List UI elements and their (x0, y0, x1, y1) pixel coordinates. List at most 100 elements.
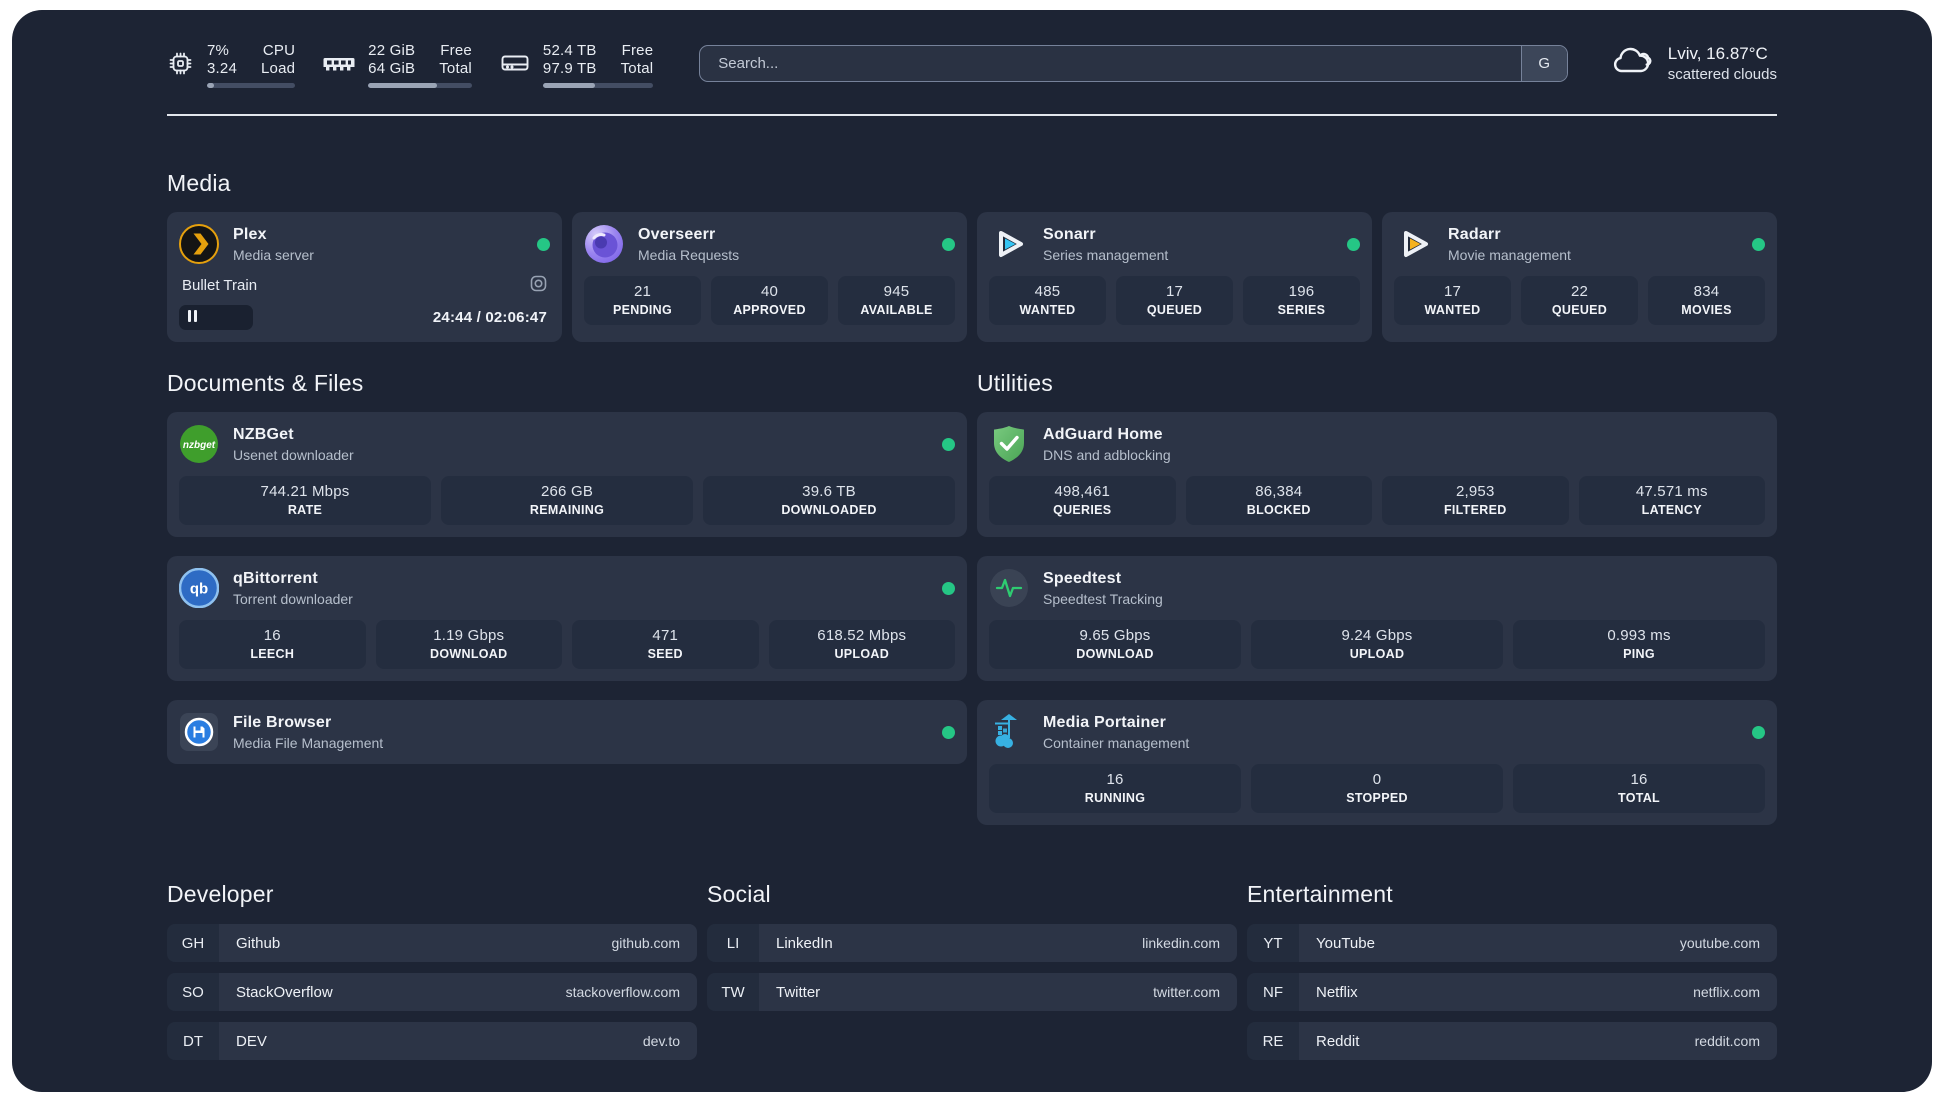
stat-stopped: 0 STOPPED (1251, 764, 1503, 813)
stat-available: 945 AVAILABLE (838, 276, 955, 325)
bookmark-domain: stackoverflow.com (565, 984, 680, 1000)
bookmark-name: LinkedIn (776, 934, 833, 952)
filebrowser-icon (179, 712, 219, 752)
nzbget-status-dot (942, 437, 955, 451)
stat-value: 196 (1288, 283, 1315, 300)
bookmark-name: YouTube (1316, 934, 1375, 952)
stat-queries: 498,461 QUERIES (989, 476, 1176, 525)
bookmark-linkedin[interactable]: LI LinkedIn linkedin.com (707, 924, 1237, 962)
stat-remaining: 266 GB REMAINING (441, 476, 693, 525)
overseerr-icon (584, 224, 624, 264)
weather-widget[interactable]: Lviv, 16.87°C scattered clouds (1610, 44, 1777, 83)
memory-stat: 22 GiB 64 GiB Free Total (323, 38, 472, 88)
stat-label: APPROVED (733, 303, 806, 317)
cpu-progress-bar (207, 83, 296, 88)
bookmark-abbr: SO (167, 973, 219, 1011)
section-utilities: Utilities (977, 370, 1777, 825)
stat-value: 1.19 Gbps (433, 627, 505, 644)
player-icon[interactable] (530, 275, 547, 296)
disk-value-1: 52.4 TB (542, 42, 597, 59)
section-title-social: Social (707, 881, 771, 907)
bookmark-abbr: RE (1247, 1022, 1299, 1060)
card-qbittorrent[interactable]: qb qBittorrent Torrent downloader 16 LEE… (167, 556, 967, 681)
search-bar: G (699, 44, 1568, 82)
stat-approved: 40 APPROVED (711, 276, 828, 325)
radarr-status-dot (1752, 237, 1765, 251)
stat-downloaded: 39.6 TB DOWNLOADED (703, 476, 955, 525)
stat-value: 485 (1034, 283, 1061, 300)
stat-value: 0 (1372, 771, 1382, 788)
plex-icon (179, 224, 219, 264)
section-media: Media Plex Media server (167, 170, 1777, 342)
bookmark-abbr: NF (1247, 973, 1299, 1011)
stat-value: 47.571 ms (1635, 483, 1708, 500)
stat-label: SERIES (1277, 303, 1326, 317)
bookmark-github[interactable]: GH Github github.com (167, 924, 697, 962)
bookmark-reddit[interactable]: RE Reddit reddit.com (1247, 1022, 1777, 1060)
stat-label: PENDING (612, 303, 673, 317)
card-nzbget[interactable]: nzbget NZBGet Usenet downloader 744.21 M… (167, 412, 967, 537)
bookmark-domain: linkedin.com (1142, 935, 1220, 951)
adguard-title: AdGuard Home (1043, 425, 1163, 443)
stat-value: 471 (652, 627, 679, 644)
portainer-title: Media Portainer (1043, 713, 1167, 731)
stat-value: 618.52 Mbps (817, 627, 907, 644)
section-title-media: Media (167, 170, 231, 196)
svg-text:nzbget: nzbget (183, 440, 216, 451)
section-title-entertainment: Entertainment (1247, 881, 1393, 907)
stat-value: 39.6 TB (802, 483, 856, 500)
cpu-stat: 7% 3.24 CPU Load (167, 38, 296, 88)
bookmark-abbr: TW (707, 973, 759, 1011)
section-title-documents: Documents & Files (167, 370, 364, 396)
card-portainer[interactable]: Media Portainer Container management 16 … (977, 700, 1777, 825)
stat-label: LEECH (250, 647, 295, 661)
stat-label: AVAILABLE (860, 303, 933, 317)
disk-label-2: Total (620, 60, 654, 77)
cpu-label-1: CPU (262, 42, 296, 59)
stat-value: 17 (1443, 283, 1462, 300)
cpu-progress-fill (207, 83, 215, 88)
stat-label: STOPPED (1346, 791, 1408, 805)
bookmark-abbr: LI (707, 924, 759, 962)
bookmark-name: Netflix (1316, 983, 1358, 1001)
dashboard: 7% 3.24 CPU Load (12, 10, 1932, 1092)
stat-rate: 744.21 Mbps RATE (179, 476, 431, 525)
stat-ping: 0.993 ms PING (1513, 620, 1765, 669)
plex-status-dot (537, 237, 550, 251)
cpu-label-2: Load (261, 60, 296, 77)
portainer-icon (989, 712, 1029, 752)
bookmark-stackoverflow[interactable]: SO StackOverflow stackoverflow.com (167, 973, 697, 1011)
card-adguard[interactable]: AdGuard Home DNS and adblocking 498,461 … (977, 412, 1777, 537)
stat-value: 834 (1693, 283, 1720, 300)
card-filebrowser[interactable]: File Browser Media File Management (167, 700, 967, 764)
card-sonarr[interactable]: Sonarr Series management 485 WANTED 17 Q… (977, 212, 1372, 342)
disk-icon (500, 51, 530, 75)
pause-icon (188, 309, 197, 327)
stat-wanted: 17 WANTED (1394, 276, 1511, 325)
search-engine-button[interactable]: G (1520, 45, 1567, 81)
qbittorrent-subtitle: Torrent downloader (233, 590, 353, 607)
ram-progress-fill (368, 83, 437, 88)
filebrowser-status-dot (942, 725, 955, 739)
search-input[interactable] (700, 54, 1521, 72)
bookmark-abbr: YT (1247, 924, 1299, 962)
card-radarr[interactable]: Radarr Movie management 17 WANTED 22 QUE… (1382, 212, 1777, 342)
ram-progress-bar (368, 83, 472, 88)
ram-label-2: Total (439, 60, 472, 77)
card-overseerr[interactable]: Overseerr Media Requests 21 PENDING 40 A… (572, 212, 967, 342)
radarr-subtitle: Movie management (1448, 246, 1571, 263)
bookmark-twitter[interactable]: TW Twitter twitter.com (707, 973, 1237, 1011)
stat-value: 16 (263, 627, 281, 644)
bookmark-youtube[interactable]: YT YouTube youtube.com (1247, 924, 1777, 962)
section-entertainment: Entertainment YT YouTube youtube.com NF … (1247, 881, 1777, 1060)
qbittorrent-icon: qb (179, 568, 219, 608)
bookmark-dev[interactable]: DT DEV dev.to (167, 1022, 697, 1060)
ram-value-2: 64 GiB (368, 60, 416, 77)
card-plex[interactable]: Plex Media server Bullet Train (167, 212, 562, 342)
stat-queued: 22 QUEUED (1521, 276, 1638, 325)
bookmark-domain: youtube.com (1679, 935, 1760, 951)
stat-value: 22 (1570, 283, 1589, 300)
bookmark-netflix[interactable]: NF Netflix netflix.com (1247, 973, 1777, 1011)
card-speedtest[interactable]: Speedtest Speedtest Tracking 9.65 Gbps D… (977, 556, 1777, 681)
bookmark-name: StackOverflow (236, 983, 333, 1001)
